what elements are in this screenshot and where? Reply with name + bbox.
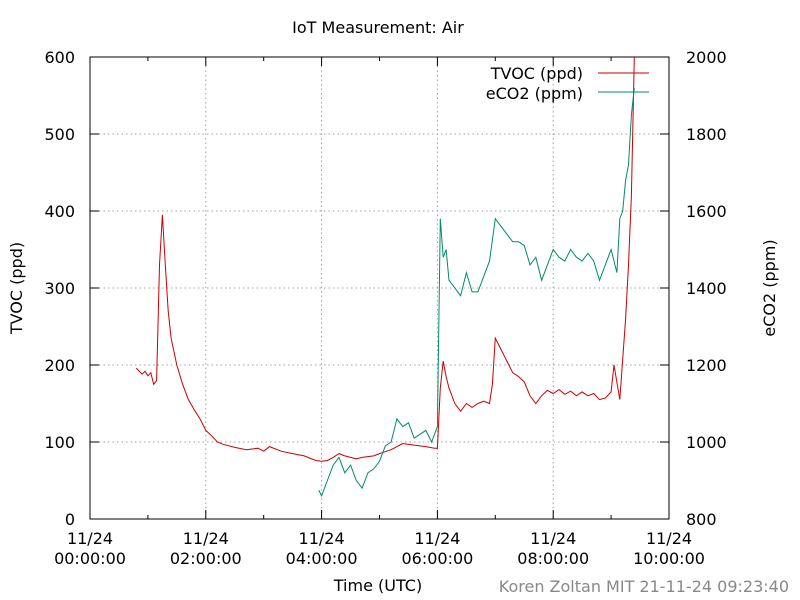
y-axis-right-label: eCO2 (ppm) (760, 239, 779, 336)
x-axis-label: Time (UTC) (333, 576, 422, 595)
credit-label: Koren Zoltan MIT 21-11-24 09:23:40 (499, 577, 789, 596)
y-right-tick-label: 1600 (686, 202, 727, 221)
y-right-tick-label: 1200 (686, 356, 727, 375)
x-tick-label: 10:00:00 (633, 549, 705, 568)
x-tick-label: 04:00:00 (286, 549, 358, 568)
x-tick-label: 11/24 (646, 529, 692, 548)
y-right-tick-label: 2000 (686, 48, 727, 67)
grid-lines (90, 57, 669, 519)
y-left-tick-label: 400 (44, 202, 75, 221)
x-tick-label: 11/24 (299, 529, 345, 548)
y-left-tick-label: 200 (44, 356, 75, 375)
x-tick-label: 08:00:00 (517, 549, 589, 568)
series-line-tvoc (135, 56, 635, 462)
y-left-tick-label: 600 (44, 48, 75, 67)
legend-label-tvoc: TVOC (ppd) (490, 64, 583, 83)
y-right-tick-label: 1400 (686, 279, 727, 298)
legend: TVOC (ppd) eCO2 (ppm) (486, 64, 649, 103)
x-tick-label: 11/24 (530, 529, 576, 548)
x-tick-label: 11/24 (183, 529, 229, 548)
y-left-tick-label: 300 (44, 279, 75, 298)
legend-label-eco2: eCO2 (ppm) (486, 84, 583, 103)
x-tick-label: 11/24 (414, 529, 460, 548)
y-right-tick-label: 800 (686, 510, 717, 529)
y-right-tick-label: 1800 (686, 125, 727, 144)
y-axis-left-label: TVOC (ppd) (7, 242, 26, 335)
x-tick-label: 06:00:00 (401, 549, 473, 568)
series-lines (135, 56, 635, 498)
y-left-tick-label: 0 (65, 510, 75, 529)
y-left-tick-label: 100 (44, 433, 75, 452)
chart-title: IoT Measurement: Air (292, 18, 464, 37)
y-right-tick-label: 1000 (686, 433, 727, 452)
x-tick-label: 00:00:00 (54, 549, 126, 568)
x-tick-label: 11/24 (67, 529, 113, 548)
series-line-eco2 (318, 87, 635, 498)
axis-ticks (89, 56, 670, 520)
x-tick-label: 02:00:00 (170, 549, 242, 568)
y-left-tick-label: 500 (44, 125, 75, 144)
